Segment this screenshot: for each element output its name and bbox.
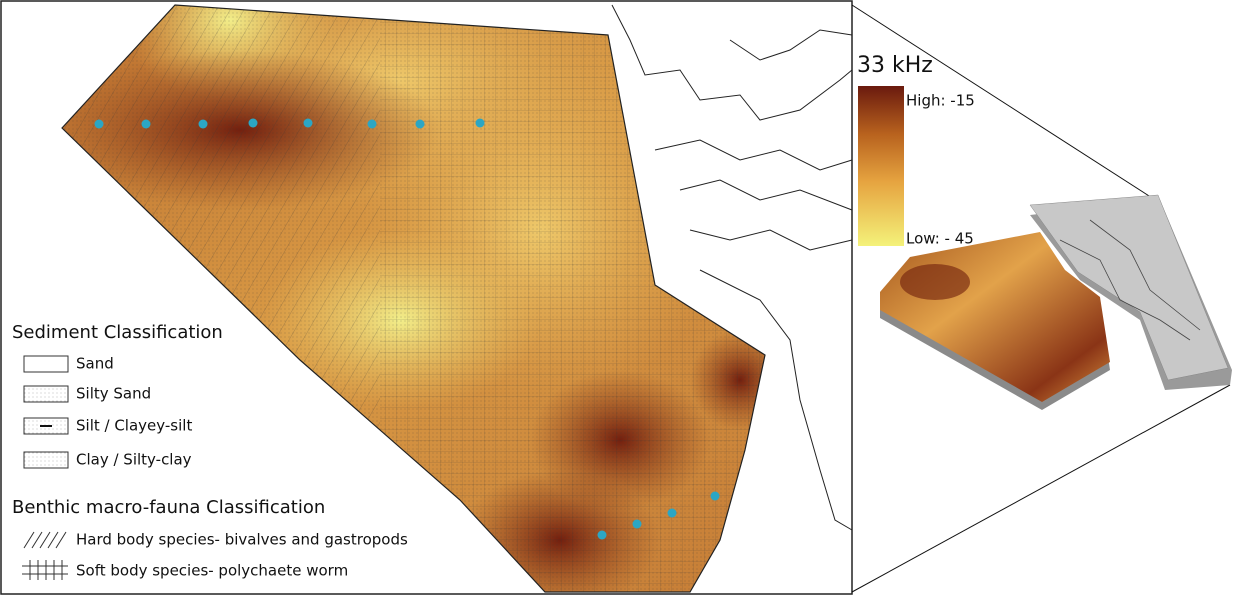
colorbar-high: High: -15 xyxy=(906,92,975,110)
legend-item: Hard body species- bivalves and gastropo… xyxy=(76,531,408,549)
3d-model xyxy=(880,195,1232,410)
colorbar: 33 kHz High: -15 Low: - 45 xyxy=(857,53,975,248)
colorbar-title: 33 kHz xyxy=(857,53,933,78)
legend-title: Sediment Classification xyxy=(12,322,223,343)
legend-item: Silty Sand xyxy=(76,385,151,403)
legend-item: Clay / Silty-clay xyxy=(76,451,192,469)
colorbar-low: Low: - 45 xyxy=(906,230,974,248)
connector xyxy=(852,385,1230,592)
colorbar-ramp xyxy=(858,86,904,246)
figure: Sediment Classification Sand Silty Sand … xyxy=(0,0,1233,596)
legend-item: Silt / Clayey-silt xyxy=(76,417,192,435)
legend-title: Benthic macro-fauna Classification xyxy=(12,497,325,518)
legend-item: Sand xyxy=(76,355,114,373)
page: Sediment Classification Sand Silty Sand … xyxy=(0,0,1233,596)
legend-item: Soft body species- polychaete worm xyxy=(76,562,348,580)
